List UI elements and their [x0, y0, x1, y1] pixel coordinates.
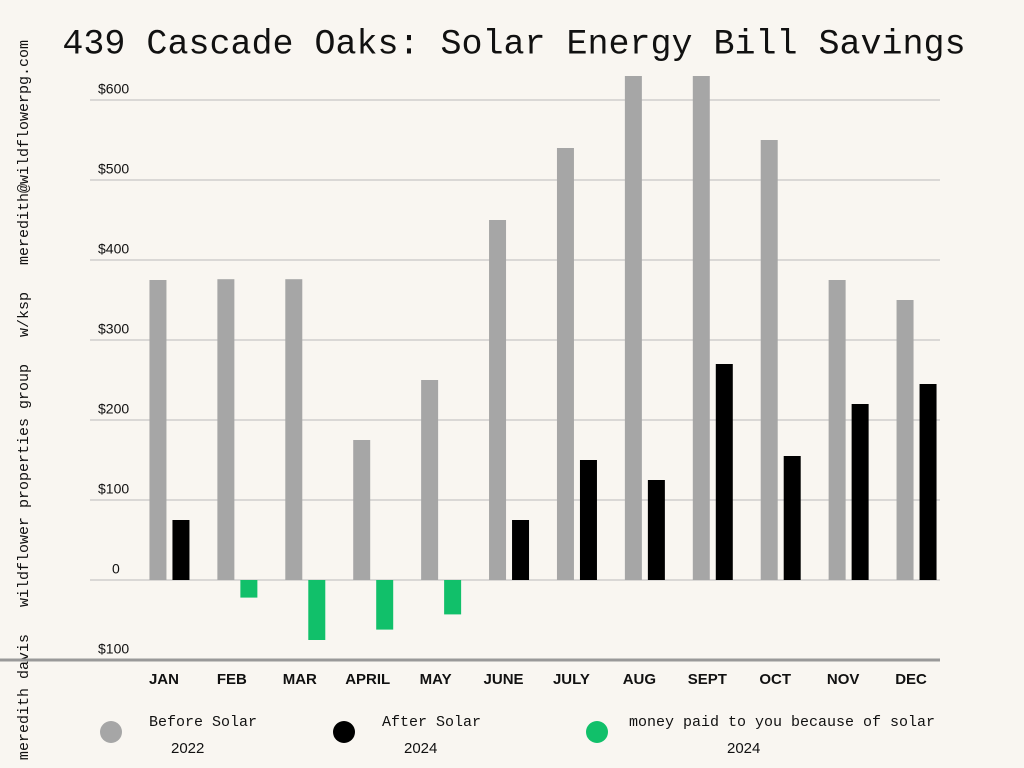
y-tick-label: 0: [112, 561, 120, 577]
bar: [285, 279, 303, 580]
x-tick-label: MAR: [283, 671, 317, 688]
legend-year: 2022: [171, 740, 204, 757]
x-tick-label: MAY: [420, 671, 452, 688]
bar: [556, 148, 574, 580]
x-tick-label: APRIL: [345, 671, 390, 688]
y-tick-label: $100: [98, 481, 129, 497]
legend-label: Before Solar: [149, 714, 257, 731]
legend-marker: [333, 721, 355, 743]
bar: [715, 364, 733, 580]
legend-label: money paid to you because of solar: [629, 714, 935, 731]
bar: [919, 384, 937, 580]
legend-year: 2024: [404, 740, 437, 757]
bar: [692, 76, 710, 580]
bar: [624, 76, 642, 580]
x-tick-label: JUNE: [484, 671, 524, 688]
bar: [172, 520, 190, 580]
x-tick-label: OCT: [759, 671, 791, 688]
y-tick-label: $200: [98, 401, 129, 417]
bar: [217, 279, 235, 580]
y-tick-label: $400: [98, 241, 129, 257]
x-tick-label: NOV: [827, 671, 860, 688]
bar: [828, 280, 846, 580]
bar: [421, 380, 439, 580]
legend-label: After Solar: [382, 714, 481, 731]
bar: [783, 456, 801, 580]
bar: [489, 220, 507, 580]
x-tick-label: DEC: [895, 671, 927, 688]
bar: [308, 580, 326, 640]
bar: [240, 580, 258, 598]
x-tick-label: JAN: [149, 671, 179, 688]
bar: [512, 520, 530, 580]
y-tick-label: $500: [98, 161, 129, 177]
x-tick-label: AUG: [623, 671, 656, 688]
y-tick-label: $100: [98, 641, 129, 657]
bar: [760, 140, 778, 580]
bar: [149, 280, 167, 580]
x-tick-label: JULY: [553, 671, 590, 688]
bar: [579, 460, 597, 580]
chart-title: 439 Cascade Oaks: Solar Energy Bill Savi…: [62, 24, 965, 64]
bar: [896, 300, 914, 580]
bar: [851, 404, 869, 580]
side-note: meredith davis wildflower properties gro…: [16, 40, 33, 760]
bar: [376, 580, 394, 630]
y-tick-label: $600: [98, 81, 129, 97]
y-tick-label: $300: [98, 321, 129, 337]
legend-marker: [586, 721, 608, 743]
bar: [647, 480, 665, 580]
x-tick-label: SEPT: [688, 671, 727, 688]
bar: [353, 440, 371, 580]
legend-year: 2024: [727, 740, 760, 757]
x-tick-label: FEB: [217, 671, 247, 688]
legend-marker: [100, 721, 122, 743]
bar: [444, 580, 462, 615]
